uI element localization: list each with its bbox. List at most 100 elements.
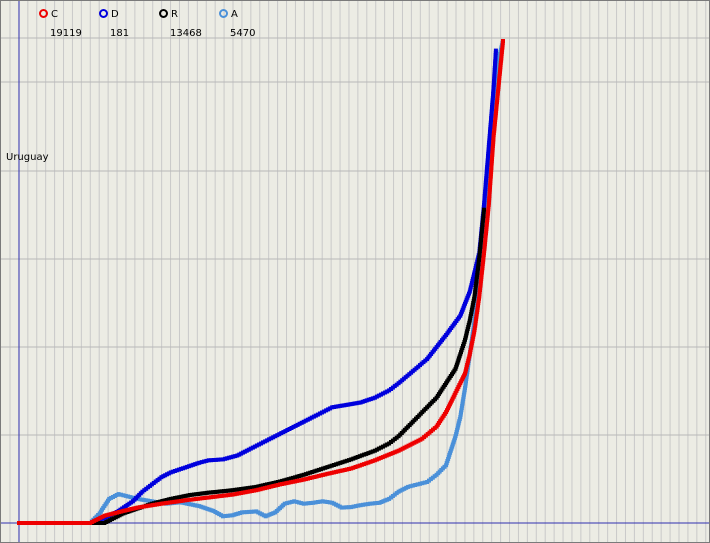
point-r [329, 463, 334, 468]
point-a [495, 71, 500, 76]
point-r [171, 496, 175, 501]
point-c [308, 476, 313, 480]
point-c [110, 511, 115, 516]
point-r [464, 333, 469, 338]
point-c [269, 484, 274, 489]
point-c [72, 521, 77, 525]
point-a [339, 505, 344, 510]
point-d [370, 396, 375, 401]
point-c [472, 326, 477, 330]
point-a [188, 502, 193, 507]
point-d [216, 457, 221, 462]
point-c [230, 492, 235, 497]
point-r [217, 489, 222, 494]
point-c [52, 521, 57, 525]
point-a [486, 180, 491, 185]
point-d [489, 118, 493, 123]
point-a [444, 461, 449, 466]
point-c [498, 67, 503, 72]
point-a [496, 58, 501, 63]
point-a [495, 69, 500, 74]
point-r [349, 457, 354, 462]
point-a [349, 505, 354, 510]
point-c [497, 71, 502, 76]
point-c [469, 341, 474, 346]
point-d [489, 111, 494, 116]
point-c [256, 487, 261, 492]
point-c [473, 323, 478, 328]
point-d [202, 459, 207, 464]
point-c [92, 518, 97, 523]
legend-value-r: 13468 [170, 28, 202, 39]
point-r [260, 483, 265, 488]
legend-item-r: R [159, 9, 178, 20]
point-r [474, 277, 479, 282]
point-a [311, 500, 316, 505]
point-c [493, 117, 498, 122]
point-r [98, 521, 102, 525]
point-d [490, 102, 495, 107]
point-r [232, 487, 237, 492]
country-label: Uruguay [6, 152, 49, 163]
point-r [200, 491, 205, 496]
point-c [366, 460, 371, 465]
point-c [482, 246, 487, 251]
point-d [487, 138, 492, 143]
point-r [472, 292, 477, 297]
series-c [17, 39, 505, 525]
point-d [279, 431, 284, 436]
point-r [477, 253, 482, 258]
point-c [482, 248, 487, 253]
point-r [319, 467, 323, 472]
point-c [249, 489, 254, 493]
point-c [484, 231, 488, 236]
point-a [418, 481, 422, 486]
point-d [273, 434, 278, 439]
point-r [275, 480, 280, 484]
point-r [314, 468, 319, 473]
point-c [117, 510, 122, 514]
point-a [415, 482, 420, 487]
point-c [483, 237, 488, 242]
point-c [476, 303, 480, 308]
point-d [486, 153, 490, 158]
point-c [77, 521, 82, 525]
point-r [476, 260, 481, 265]
point-c [491, 139, 496, 144]
point-a [457, 417, 462, 422]
point-r [312, 469, 317, 474]
point-r [342, 459, 347, 464]
point-d [181, 466, 185, 471]
point-d [488, 125, 493, 129]
point-c [306, 476, 310, 481]
point-r [476, 266, 480, 271]
point-d [484, 167, 489, 172]
point-r [262, 482, 267, 487]
point-c [492, 122, 497, 127]
point-c [189, 497, 194, 502]
point-c [74, 521, 79, 525]
point-d [485, 160, 490, 165]
point-a [460, 403, 465, 408]
point-a [182, 501, 187, 506]
point-c [488, 172, 493, 177]
point-r [166, 497, 171, 502]
point-c [491, 135, 496, 140]
legend-marker-r [159, 9, 168, 18]
point-c [187, 497, 192, 502]
point-c [488, 181, 493, 186]
point-r [202, 491, 207, 496]
point-c [470, 337, 475, 341]
point-c [106, 512, 111, 517]
point-r [462, 339, 467, 344]
point-d [492, 74, 497, 79]
point-c [500, 45, 505, 50]
point-d [352, 401, 357, 406]
point-a [297, 500, 301, 505]
point-d [493, 52, 498, 57]
point-a [463, 386, 467, 390]
point-r [230, 488, 235, 493]
point-a [485, 191, 490, 196]
